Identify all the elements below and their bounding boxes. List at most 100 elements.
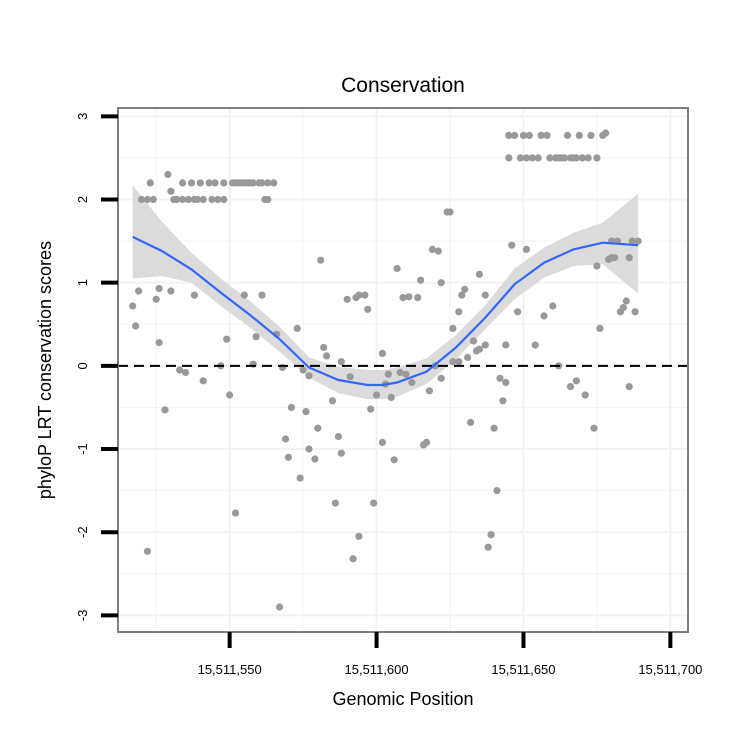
data-point xyxy=(490,424,498,432)
data-point xyxy=(455,358,463,366)
data-point xyxy=(475,270,483,278)
data-point xyxy=(487,531,495,539)
data-point xyxy=(199,377,207,385)
data-point xyxy=(205,179,213,187)
x-tick-label: 15,511,600 xyxy=(345,662,409,677)
data-point xyxy=(299,366,307,374)
data-point xyxy=(155,284,163,293)
data-point xyxy=(469,337,478,345)
data-point xyxy=(531,341,539,349)
data-point xyxy=(370,499,378,507)
data-point xyxy=(449,358,457,366)
data-point xyxy=(625,383,633,391)
data-point xyxy=(522,154,531,162)
data-point xyxy=(534,154,542,162)
data-point xyxy=(502,341,510,349)
data-point xyxy=(546,154,554,162)
data-point xyxy=(458,291,466,299)
data-point xyxy=(540,312,548,320)
data-point xyxy=(220,179,228,187)
data-point xyxy=(399,294,407,302)
data-point xyxy=(264,195,272,204)
data-point xyxy=(593,262,601,270)
data-point xyxy=(566,383,575,391)
data-point xyxy=(572,377,581,385)
data-point xyxy=(214,195,222,204)
y-tick-label: -1 xyxy=(75,443,90,455)
data-point xyxy=(602,129,610,137)
data-point xyxy=(231,509,240,517)
data-point xyxy=(305,445,313,453)
data-point xyxy=(179,179,187,187)
data-point xyxy=(270,179,278,187)
data-point xyxy=(461,285,469,293)
data-point xyxy=(184,195,193,204)
data-point xyxy=(417,276,425,284)
data-point xyxy=(464,353,472,362)
data-point xyxy=(508,241,516,249)
axis-layer: 15,511,550 15,511,600 15,511,650 15,511,700… xyxy=(75,113,702,677)
data-point xyxy=(337,358,345,366)
y-tick-label: 1 xyxy=(75,279,90,286)
confidence-band xyxy=(132,185,639,400)
data-point xyxy=(334,432,342,441)
x-axis-label: Genomic Position xyxy=(332,689,473,709)
data-point xyxy=(226,391,234,399)
data-point xyxy=(211,179,219,187)
x-tick-label: 15,511,650 xyxy=(491,662,555,677)
data-point xyxy=(320,343,328,352)
data-point xyxy=(323,352,331,360)
data-point xyxy=(328,397,337,405)
data-point xyxy=(561,154,569,162)
data-point xyxy=(296,474,304,482)
data-point xyxy=(525,131,533,139)
data-point xyxy=(287,403,295,411)
data-point xyxy=(223,335,231,343)
data-point xyxy=(537,131,545,139)
data-point xyxy=(284,453,292,461)
data-point xyxy=(276,603,284,611)
data-point xyxy=(575,131,583,139)
data-point xyxy=(249,179,257,187)
data-point xyxy=(149,195,157,204)
data-point xyxy=(578,154,586,162)
data-point xyxy=(572,154,581,162)
y-tick-label: 2 xyxy=(75,196,90,203)
data-point xyxy=(364,305,372,313)
data-point xyxy=(422,438,431,446)
data-point xyxy=(593,154,601,162)
data-point xyxy=(414,294,422,302)
data-point xyxy=(161,406,169,414)
data-point xyxy=(331,499,339,507)
data-point xyxy=(190,291,198,299)
data-point xyxy=(176,366,184,374)
x-tick-label: 15,511,550 xyxy=(198,662,262,677)
data-point xyxy=(378,438,386,446)
data-point xyxy=(510,131,519,139)
data-point xyxy=(314,424,322,432)
data-point xyxy=(264,179,272,187)
data-point xyxy=(311,455,319,463)
data-point xyxy=(187,179,196,187)
data-point xyxy=(167,287,175,295)
data-point xyxy=(173,195,181,204)
data-point xyxy=(129,302,137,310)
data-point xyxy=(143,547,151,555)
y-tick-label: 0 xyxy=(75,362,90,369)
data-point xyxy=(505,154,513,162)
data-point xyxy=(587,131,595,139)
data-point xyxy=(182,368,190,377)
data-point xyxy=(449,324,457,332)
data-point xyxy=(496,374,504,382)
data-point xyxy=(179,195,187,204)
data-point xyxy=(384,370,392,378)
grid-layer xyxy=(118,108,688,632)
smooth-line xyxy=(132,235,639,387)
data-point xyxy=(437,374,445,382)
data-point xyxy=(337,449,345,457)
data-point xyxy=(146,179,154,187)
data-point xyxy=(481,291,489,299)
data-point xyxy=(317,256,325,264)
data-point xyxy=(437,279,445,287)
